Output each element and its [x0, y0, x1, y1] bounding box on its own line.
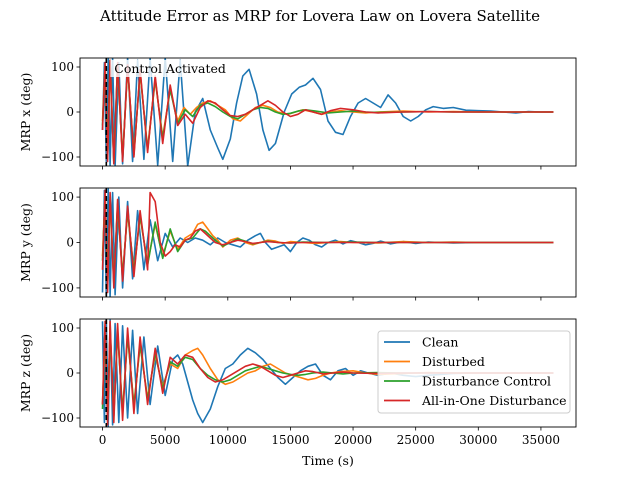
y-tick-label: 0 — [66, 366, 74, 380]
panel-3: −100 0 100 0 5000 10000 15000 20000 25000 30000 35… — [18, 318, 577, 447]
x-tick-label: 5000 — [150, 433, 181, 447]
y-tick-label: −100 — [41, 411, 74, 425]
panel-1: −100 0 100 MRP x (deg) Control Activated — [18, 57, 577, 170]
plot-area — [101, 188, 554, 297]
legend-entry: Disturbance Control — [422, 374, 551, 389]
series-disturbed — [101, 196, 554, 285]
x-tick-label: 10000 — [209, 433, 247, 447]
x-tick-label: 15000 — [271, 433, 309, 447]
plot-area — [101, 319, 554, 427]
series-disturbance-control — [101, 194, 554, 287]
series-all-in-one-disturbance — [101, 320, 554, 426]
y-axis-label: MRP z (deg) — [18, 334, 33, 412]
legend-entry: All-in-One Disturbance — [421, 393, 567, 408]
control-activated-annotation: Control Activated — [114, 61, 226, 76]
chart-title: Attitude Error as MRP for Lovera Law on … — [99, 7, 540, 25]
y-tick-label: 0 — [66, 105, 74, 119]
series-all-in-one-disturbance — [101, 59, 554, 165]
series-all-in-one-disturbance — [101, 189, 554, 294]
x-tick-label: 20000 — [334, 433, 372, 447]
y-tick-label: −100 — [41, 150, 74, 164]
x-tick-label: 25000 — [397, 433, 435, 447]
y-tick-label: 100 — [51, 60, 74, 74]
y-axis-label: MRP x (deg) — [18, 73, 33, 152]
y-tick-label: 0 — [66, 236, 74, 250]
legend-entry: Disturbed — [422, 354, 485, 369]
legend: Clean Disturbed Disturbance Control All-in-… — [377, 330, 571, 414]
y-tick-label: 100 — [51, 321, 74, 335]
plot-area — [101, 58, 554, 166]
x-tick-label: 0 — [99, 433, 107, 447]
x-tick-label: 30000 — [459, 433, 497, 447]
legend-box — [377, 330, 571, 414]
x-tick-label: 35000 — [522, 433, 560, 447]
legend-entry: Clean — [422, 335, 458, 350]
panel-2: −100 0 100 MRP y (deg) — [18, 187, 577, 301]
y-tick-label: 100 — [51, 190, 74, 204]
x-axis-label: Time (s) — [302, 453, 354, 468]
y-tick-label: −100 — [41, 281, 74, 295]
annotation-box — [110, 60, 225, 77]
series-clean — [101, 58, 554, 166]
y-axis-label: MRP y (deg) — [18, 203, 33, 282]
